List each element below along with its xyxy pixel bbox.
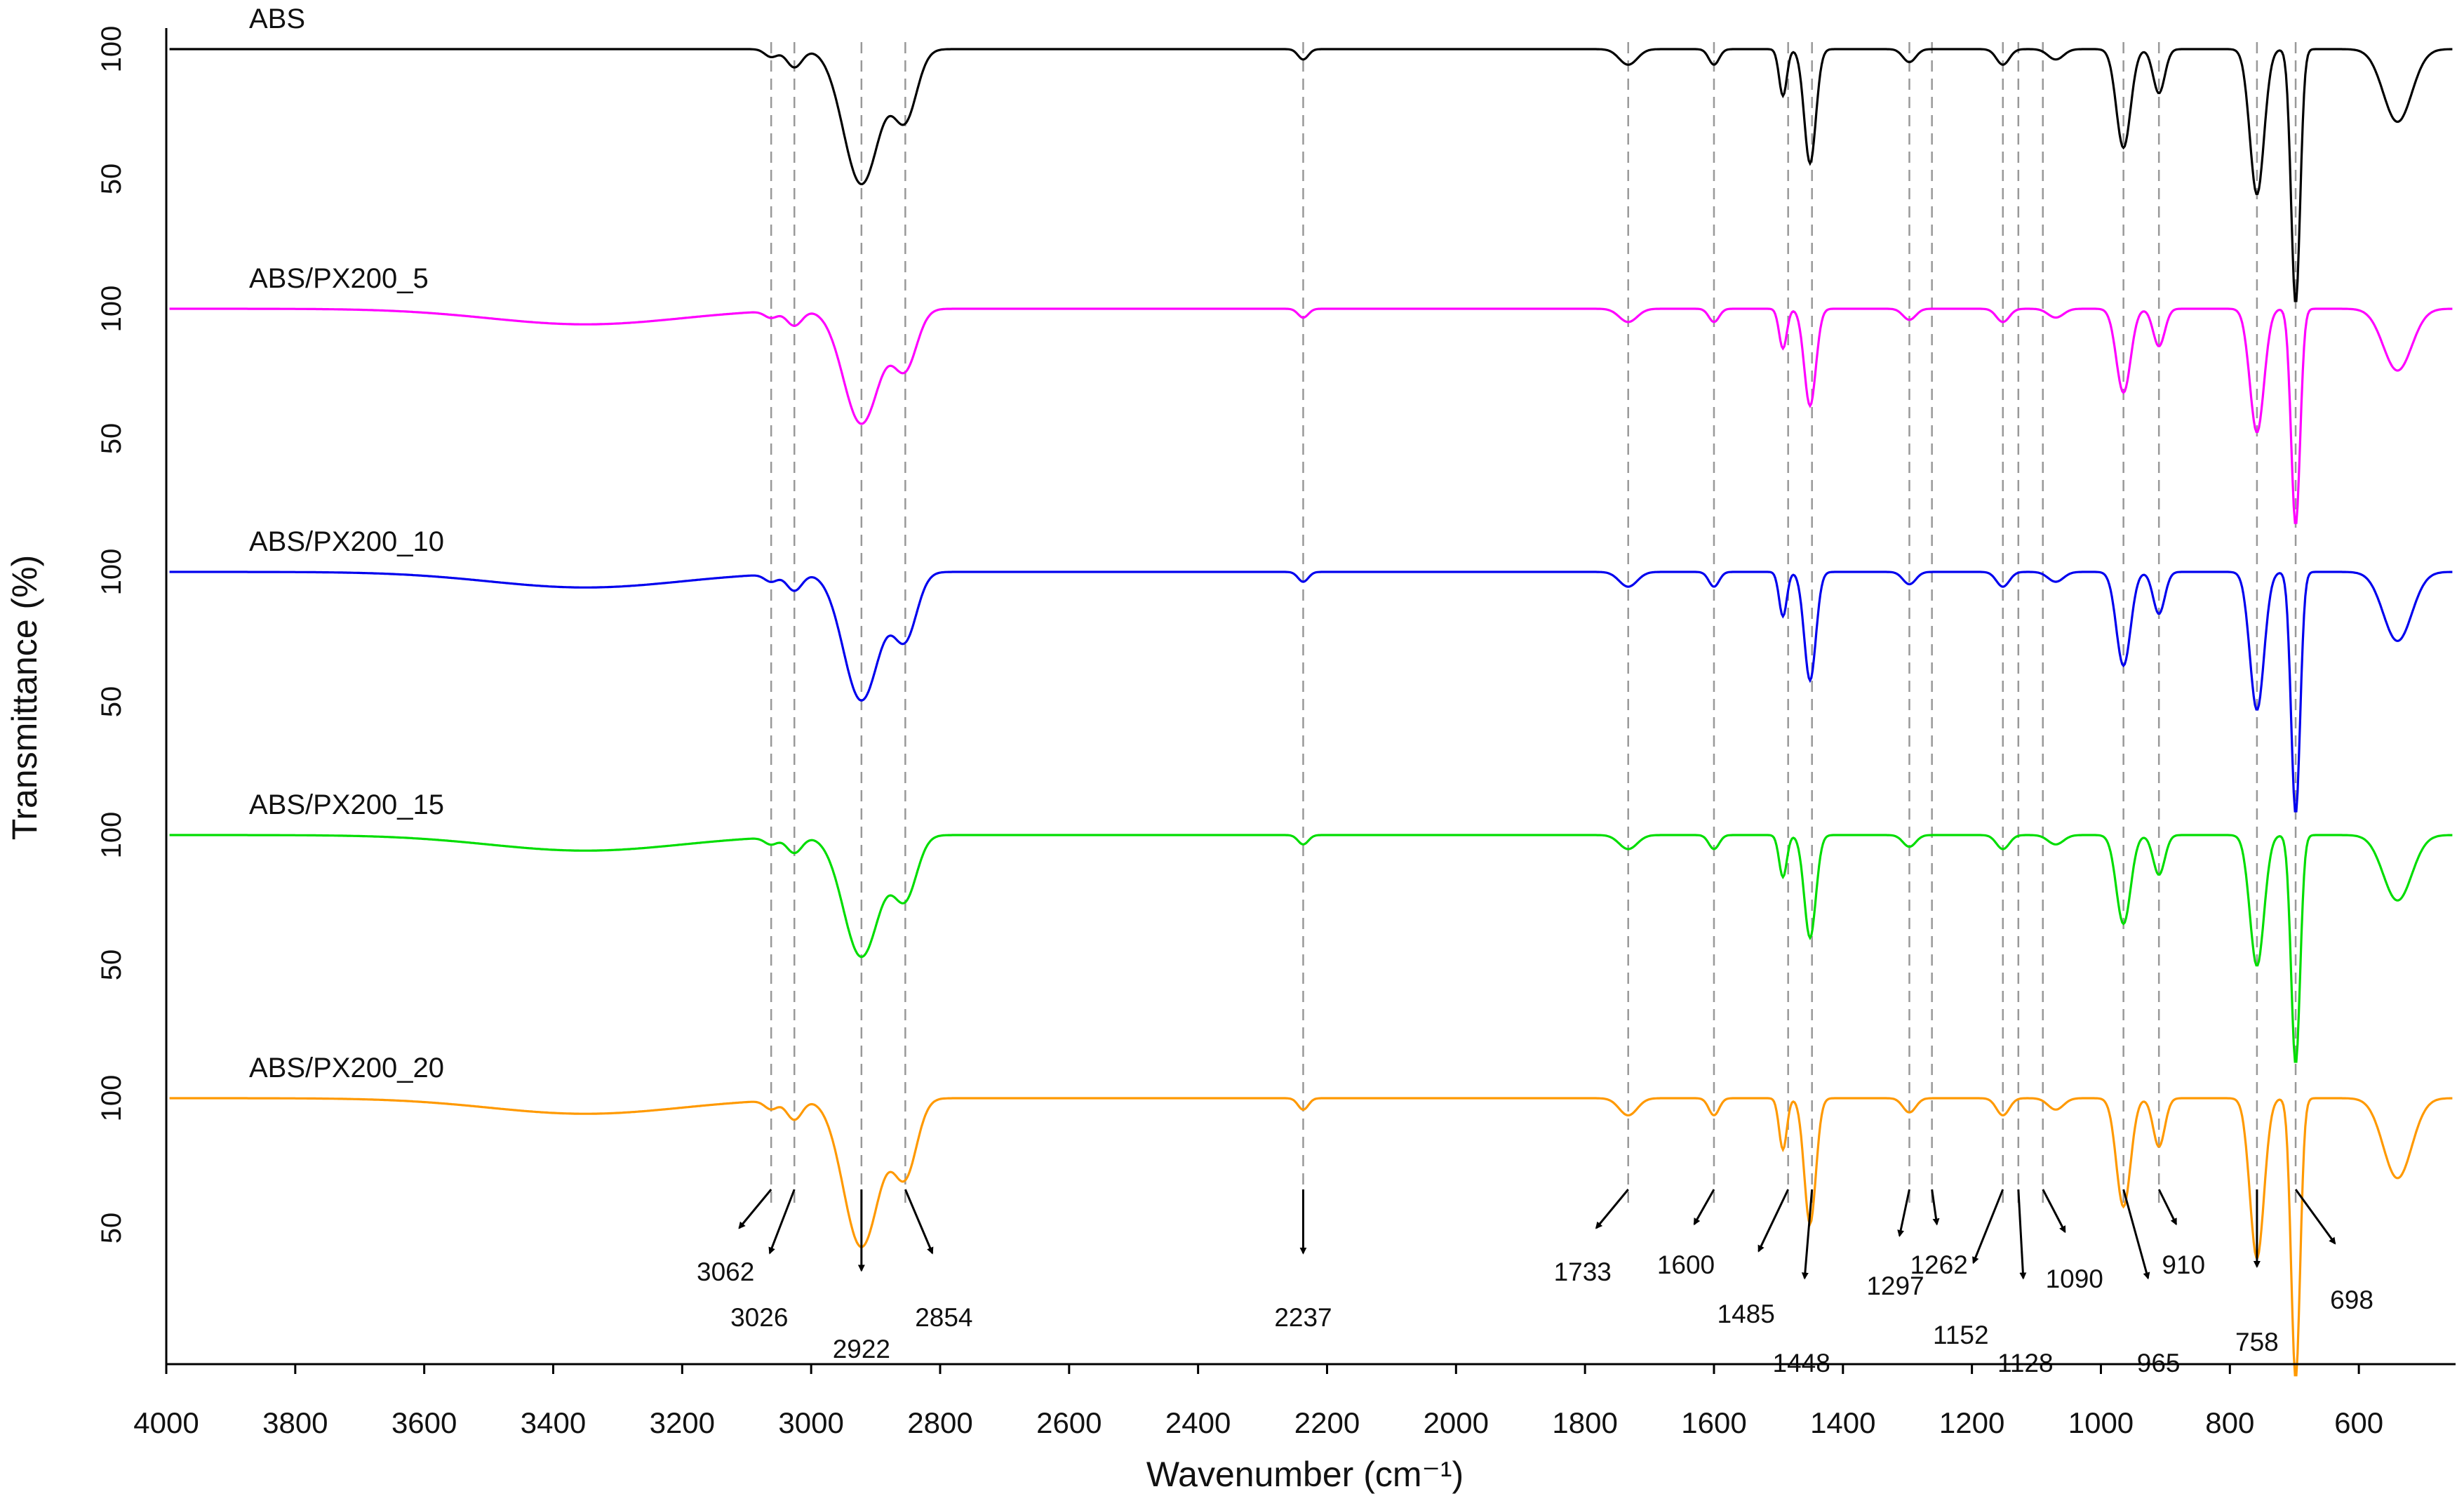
peak-label: 910 <box>2162 1250 2205 1279</box>
x-tick-label: 3200 <box>650 1406 715 1439</box>
peak-arrow <box>1757 1189 1790 1253</box>
peak-label: 2854 <box>915 1303 972 1332</box>
peak-label: 758 <box>2235 1328 2279 1356</box>
series-label: ABS/PX200_20 <box>249 1053 444 1083</box>
series-line <box>169 834 2453 1063</box>
peak-arrow <box>1931 1189 1940 1226</box>
y-tick-label: 50 <box>96 423 127 455</box>
peak-arrow <box>904 1189 934 1255</box>
x-tick-label: 2400 <box>1165 1406 1231 1439</box>
y-tick-label: 50 <box>96 686 127 718</box>
peak-label: 2237 <box>1274 1303 1332 1332</box>
y-tick-label: 100 <box>96 1075 127 1122</box>
x-tick-label: 1000 <box>2068 1406 2134 1439</box>
peak-arrow <box>1897 1189 1910 1237</box>
x-tick-label: 3800 <box>262 1406 328 1439</box>
series-line <box>169 570 2453 813</box>
peak-arrow <box>1595 1189 1629 1229</box>
peak-arrow <box>2122 1189 2150 1280</box>
x-tick-label: 800 <box>2205 1406 2254 1439</box>
x-tick-label: 3600 <box>391 1406 457 1439</box>
y-tick-label: 50 <box>96 949 127 981</box>
x-tick-label: 3400 <box>521 1406 586 1439</box>
x-tick-label: 1400 <box>1810 1406 1875 1439</box>
x-tick-label: 1600 <box>1681 1406 1746 1439</box>
peak-label: 1090 <box>2046 1265 2103 1293</box>
y-tick-label: 100 <box>96 26 127 73</box>
peak-arrow <box>2157 1189 2178 1226</box>
peak-label: 698 <box>2330 1286 2373 1314</box>
peak-label: 1262 <box>1910 1250 1967 1279</box>
peak-guide-lines <box>770 42 2297 1203</box>
x-axis-title: Wavenumber (cm⁻¹) <box>1146 1455 1464 1494</box>
y-tick-label: 50 <box>96 164 127 195</box>
peak-arrow <box>2294 1189 2336 1245</box>
peak-label: 1485 <box>1718 1300 1775 1328</box>
x-axis-ticks: 4000 3800 3600 3400 3200 3000 2800 2600 2400 2200… <box>133 1364 2383 1439</box>
peak-arrow <box>1693 1189 1715 1226</box>
series-lines <box>169 48 2453 1377</box>
y-axis-ticks: 100 50 100 50 100 50 100 50 100 50 <box>96 26 127 1244</box>
series-label: ABS/PX200_10 <box>249 526 444 557</box>
peak-label: 1152 <box>1933 1321 1989 1349</box>
x-tick-label: 2200 <box>1294 1406 1360 1439</box>
axes <box>165 28 2456 1366</box>
peak-label: 1297 <box>1866 1272 1924 1300</box>
x-tick-label: 1800 <box>1552 1406 1617 1439</box>
y-axis-title: Transmittance (%) <box>5 555 44 841</box>
peak-label: 1733 <box>1554 1257 1612 1286</box>
x-tick-label: 2600 <box>1036 1406 1102 1439</box>
x-tick-label: 600 <box>2334 1406 2383 1439</box>
peak-label: 2922 <box>833 1335 890 1363</box>
peak-arrow <box>1801 1189 1814 1280</box>
peak-arrow <box>768 1189 796 1255</box>
series-line <box>169 48 2453 302</box>
series-label: ABS <box>249 4 305 34</box>
y-tick-label: 50 <box>96 1213 127 1244</box>
x-tick-label: 2800 <box>907 1406 972 1439</box>
series-line <box>169 307 2453 524</box>
x-tick-label: 2000 <box>1424 1406 1489 1439</box>
peak-arrow <box>738 1189 772 1229</box>
peak-label: 1600 <box>1657 1250 1715 1279</box>
peak-label: 3062 <box>697 1257 754 1286</box>
y-tick-label: 100 <box>96 286 127 333</box>
y-tick-label: 100 <box>96 549 127 596</box>
series-labels: ABS ABS/PX200_5 ABS/PX200_10 ABS/PX200_15 AB… <box>249 4 444 1083</box>
peak-label: 3026 <box>730 1303 788 1332</box>
peak-arrow <box>1972 1189 2004 1265</box>
series-label: ABS/PX200_15 <box>249 789 444 820</box>
x-tick-label: 4000 <box>133 1406 199 1439</box>
x-tick-label: 3000 <box>778 1406 843 1439</box>
peak-arrow <box>2042 1189 2066 1234</box>
series-line <box>169 1097 2453 1377</box>
x-tick-label: 1200 <box>1939 1406 2004 1439</box>
y-tick-label: 100 <box>96 812 127 859</box>
series-label: ABS/PX200_5 <box>249 263 429 294</box>
peak-arrow <box>2017 1189 2027 1280</box>
